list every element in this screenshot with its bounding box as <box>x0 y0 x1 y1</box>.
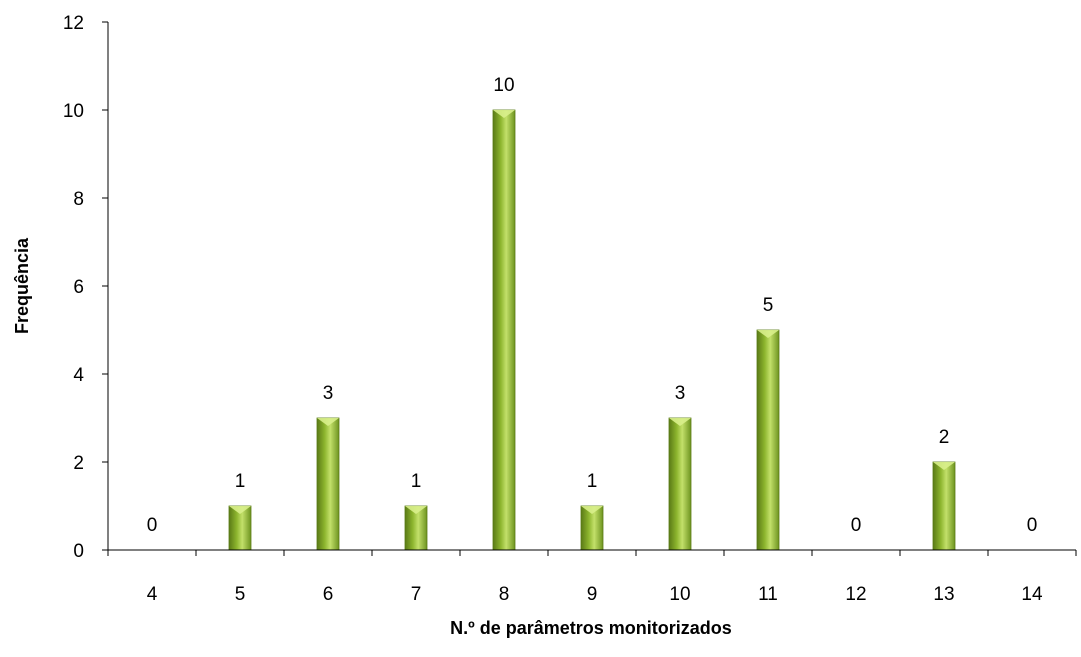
x-tick-label: 12 <box>845 584 866 605</box>
bar <box>228 505 252 551</box>
data-label: 1 <box>235 471 246 492</box>
data-label: 1 <box>411 471 422 492</box>
bar-body <box>756 329 780 551</box>
bar-body <box>668 417 692 551</box>
x-tick-label: 4 <box>147 584 158 605</box>
y-tick-label: 6 <box>73 277 84 298</box>
bar <box>404 505 428 551</box>
x-tick-label: 11 <box>758 584 778 605</box>
data-label: 3 <box>675 383 686 404</box>
x-tick-label: 8 <box>499 584 510 605</box>
bar-cap <box>669 418 691 426</box>
x-tick-label: 10 <box>669 584 690 605</box>
bar-cap <box>493 110 515 118</box>
bar <box>756 329 780 551</box>
bar <box>316 417 340 551</box>
x-axis-title: N.º de parâmetros monitorizados <box>450 618 732 638</box>
y-axis-ticks: 0 2 4 6 8 10 12 <box>63 13 108 562</box>
bar-body <box>932 461 956 551</box>
y-tick-label: 8 <box>73 189 84 210</box>
y-tick-label: 2 <box>73 453 84 474</box>
x-tick-label: 5 <box>235 584 246 605</box>
bar <box>668 417 692 551</box>
y-axis-title: Frequência <box>12 237 32 334</box>
data-label: 2 <box>939 427 950 448</box>
x-tick-label: 14 <box>1021 584 1043 605</box>
data-label: 1 <box>587 471 598 492</box>
data-label: 3 <box>323 383 334 404</box>
bar-cap <box>757 330 779 338</box>
bar <box>492 109 516 551</box>
bar <box>580 505 604 551</box>
y-tick-label: 0 <box>73 541 84 562</box>
bar-body <box>316 417 340 551</box>
x-tick-label: 13 <box>933 584 954 605</box>
bar-body <box>492 109 516 551</box>
bar-cap <box>581 506 603 514</box>
y-tick-label: 12 <box>63 13 84 34</box>
data-labels: 0 1 3 1 10 1 3 5 0 2 0 <box>147 75 1038 536</box>
data-label: 0 <box>1027 515 1038 536</box>
data-label: 10 <box>493 75 514 96</box>
bar-cap <box>405 506 427 514</box>
bar <box>932 461 956 551</box>
x-axis-ticks: 4 5 6 7 8 9 10 11 12 13 14 <box>107 550 1077 605</box>
data-label: 0 <box>851 515 862 536</box>
bar-cap <box>229 506 251 514</box>
x-tick-label: 9 <box>587 584 598 605</box>
bar-cap <box>933 462 955 470</box>
x-tick-label: 6 <box>323 584 334 605</box>
bar-cap <box>317 418 339 426</box>
x-tick-label: 7 <box>411 584 422 605</box>
data-label: 5 <box>763 295 774 316</box>
y-tick-label: 10 <box>63 101 84 122</box>
y-tick-label: 4 <box>73 365 84 386</box>
data-label: 0 <box>147 515 158 536</box>
